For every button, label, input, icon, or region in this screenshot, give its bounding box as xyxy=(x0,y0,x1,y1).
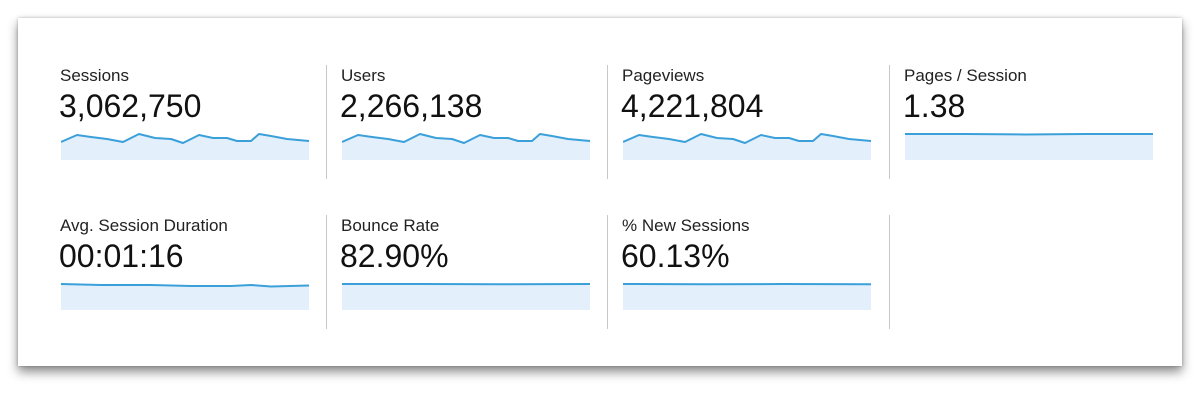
metric-card[interactable]: % New Sessions 60.13% xyxy=(580,216,872,330)
metric-value: 60.13% xyxy=(621,238,730,274)
separator xyxy=(889,215,890,329)
metric-value: 1.38 xyxy=(903,88,966,124)
sparkline xyxy=(905,133,1153,160)
sparkline xyxy=(623,133,872,160)
metric-label: Users xyxy=(341,66,386,85)
metric-card[interactable]: Pageviews 4,221,804 xyxy=(580,66,872,180)
sparkline xyxy=(61,133,310,160)
metric-label: % New Sessions xyxy=(622,216,750,235)
sparkline xyxy=(61,283,310,310)
metric-label: Bounce Rate xyxy=(341,216,440,235)
metric-value: 00:01:16 xyxy=(59,238,184,274)
metric-value: 82.90% xyxy=(340,238,449,274)
separator xyxy=(326,65,327,179)
sparkline xyxy=(342,283,591,310)
metric-label: Avg. Session Duration xyxy=(60,216,228,235)
separator xyxy=(326,215,327,329)
metric-label: Sessions xyxy=(60,66,129,85)
metric-value: 4,221,804 xyxy=(621,88,764,124)
metric-label: Pageviews xyxy=(622,66,705,85)
sparkline xyxy=(342,133,591,160)
separator xyxy=(889,65,890,179)
metrics-panel: Sessions 3,062,750 Users 2,266,138 Pagev… xyxy=(18,18,1182,366)
metric-card[interactable]: Bounce Rate 82.90% xyxy=(299,216,591,330)
separator xyxy=(607,65,608,179)
sparkline xyxy=(623,283,872,310)
metric-card[interactable]: Sessions 3,062,750 xyxy=(18,66,310,180)
metric-card[interactable]: Pages / Session 1.38 xyxy=(862,66,1153,180)
metric-value: 3,062,750 xyxy=(59,88,202,124)
metric-card[interactable]: Users 2,266,138 xyxy=(299,66,591,180)
metric-value: 2,266,138 xyxy=(340,88,483,124)
metric-card[interactable]: Avg. Session Duration 00:01:16 xyxy=(18,216,310,330)
metric-label: Pages / Session xyxy=(904,66,1027,85)
separator xyxy=(607,215,608,329)
